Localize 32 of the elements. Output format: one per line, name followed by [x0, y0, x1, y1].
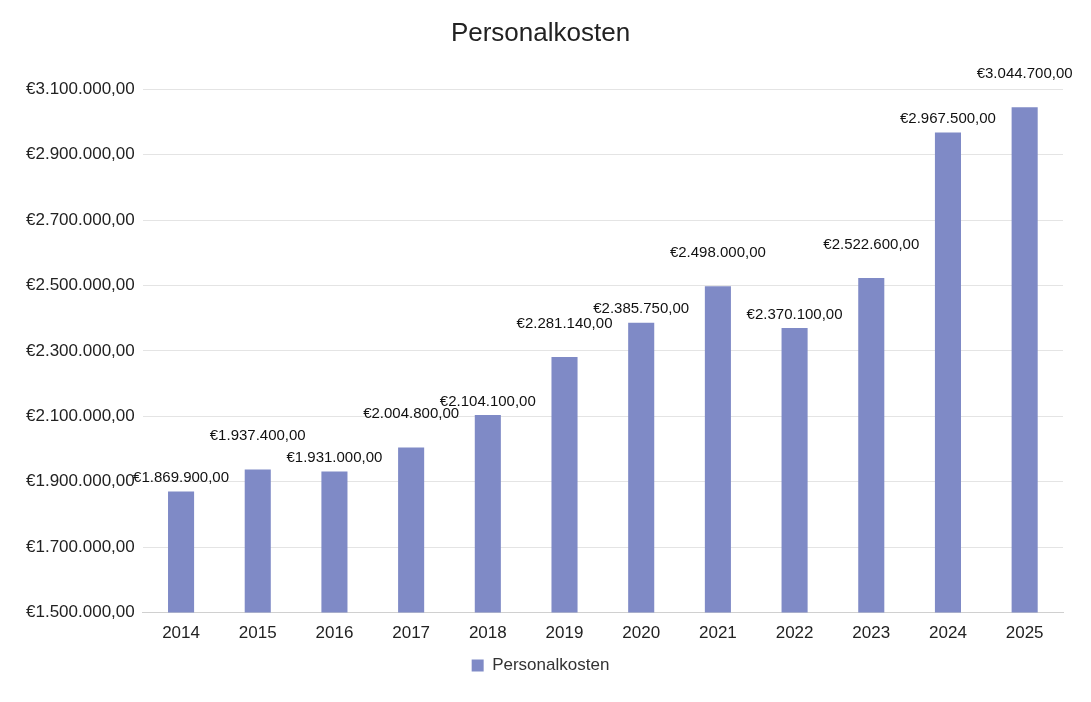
- x-tick-label: 2015: [238, 623, 277, 643]
- x-tick-label: 2025: [1005, 623, 1044, 643]
- data-label: €2.104.100,00: [439, 391, 536, 409]
- y-tick-label: €2.900.000,00: [26, 144, 135, 164]
- y-tick-label: €2.300.000,00: [26, 340, 135, 360]
- x-tick-label: 2014: [162, 623, 200, 643]
- x-tick-label: 2016: [315, 623, 354, 643]
- x-tick-label: 2021: [698, 623, 737, 643]
- data-label: €1.937.400,00: [209, 426, 306, 444]
- y-tick-label: €3.100.000,00: [26, 78, 135, 98]
- y-tick-label: €1.500.000,00: [26, 602, 135, 622]
- y-tick-label: €2.500.000,00: [26, 275, 135, 295]
- y-tick-label: €2.100.000,00: [26, 406, 135, 426]
- x-tick-label: 2019: [545, 623, 584, 643]
- data-label: €2.370.100,00: [746, 304, 843, 322]
- x-tick-label: 2018: [468, 623, 507, 643]
- legend-label: Personalkosten: [492, 655, 610, 675]
- x-tick-label: 2017: [392, 623, 431, 643]
- x-tick-label: 2023: [852, 623, 891, 643]
- y-tick-label: €1.900.000,00: [26, 471, 135, 491]
- data-label: €1.869.900,00: [133, 468, 230, 486]
- data-label: €2.498.000,00: [669, 242, 766, 260]
- data-label: €2.967.500,00: [900, 109, 996, 127]
- chart-title: Personalkosten: [450, 16, 631, 47]
- x-tick-label: 2020: [622, 623, 661, 643]
- data-label: €2.522.600,00: [823, 234, 920, 252]
- x-tick-label: 2024: [929, 623, 967, 643]
- data-label: €1.931.000,00: [286, 448, 383, 466]
- x-tick-label: 2022: [775, 623, 814, 643]
- y-tick-label: €1.700.000,00: [26, 536, 135, 556]
- y-tick-label: €2.700.000,00: [26, 209, 135, 229]
- data-label: €3.044.700,00: [976, 63, 1073, 81]
